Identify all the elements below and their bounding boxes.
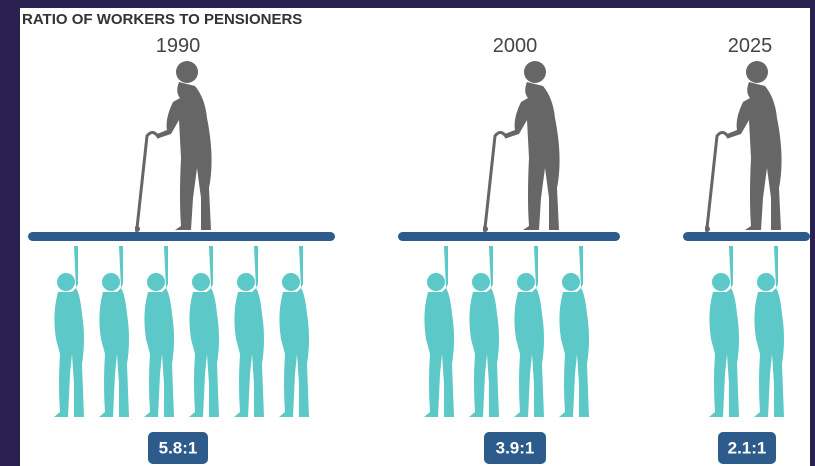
ratio-label: 5.8:1: [159, 438, 198, 457]
platform: [28, 232, 335, 241]
year-label: 1990: [156, 35, 201, 57]
ratio-label: 3.9:1: [496, 438, 535, 457]
platform: [683, 232, 810, 241]
platform: [398, 232, 620, 241]
title: RATIO OF WORKERS TO PENSIONERS: [22, 11, 302, 28]
ratio-badge: [484, 432, 546, 464]
ratio-label: 2.1:1: [728, 438, 767, 457]
year-label: 2000: [493, 35, 538, 57]
ratio-badge: [718, 432, 776, 464]
year-label: 2025: [728, 35, 773, 57]
ratio-badge: [148, 432, 208, 464]
